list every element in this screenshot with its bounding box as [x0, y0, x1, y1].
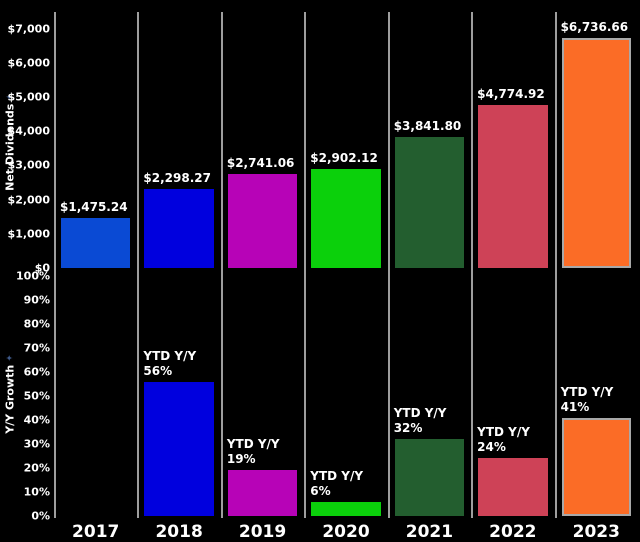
column-separator-line — [471, 12, 474, 518]
column-separator-line — [304, 12, 307, 518]
y-axis-tick-label: 20% — [23, 461, 50, 475]
column-separator-line — [387, 12, 390, 518]
bar-value-label: $1,475.24 — [60, 199, 128, 214]
y-axis-tick-label: 80% — [23, 317, 50, 331]
y-axis-tick-label: 40% — [23, 413, 50, 427]
bar-value-label: YTD Y/Y 24% — [477, 425, 530, 455]
y-axis-tick-label: 100% — [16, 269, 50, 283]
x-axis-label-2023: 2023 — [572, 522, 620, 542]
y-axis-tick-label: 0% — [31, 509, 50, 523]
bar-y-y-growth-2021[interactable] — [394, 439, 465, 516]
y-axis-title-net-dividends: Net Dividends ✦ — [4, 93, 17, 191]
x-axis-label-2021: 2021 — [405, 522, 454, 542]
y-axis-tick-label: 10% — [23, 485, 50, 499]
x-axis-label-2020: 2020 — [322, 522, 370, 542]
bar-y-y-growth-2023[interactable] — [561, 417, 631, 516]
bar-y-y-growth-2019[interactable] — [227, 470, 298, 516]
y-axis-tick-label: $1,000 — [7, 227, 50, 241]
column-separator-line — [220, 12, 223, 518]
bar-value-label: YTD Y/Y 6% — [310, 468, 364, 498]
bar-y-y-growth-2020[interactable] — [311, 501, 381, 516]
bar-value-label: $6,736.66 — [560, 19, 629, 34]
bar-value-label: $2,298.27 — [143, 171, 211, 186]
y-axis-tick-label: 60% — [23, 365, 50, 379]
bar-value-label: YTD Y/Y 19% — [226, 437, 280, 467]
bar-net-dividends-2023[interactable] — [561, 37, 631, 268]
y-axis-tick-label: $2,000 — [7, 193, 50, 207]
y-axis-tick-label: 90% — [23, 293, 50, 307]
y-axis-tick-label: $4,000 — [7, 124, 50, 138]
bar-value-label: $4,774.92 — [477, 86, 545, 101]
bar-net-dividends-2020[interactable] — [311, 168, 381, 268]
axis-marker-icon: ✦ — [5, 354, 15, 362]
column-separator-line — [137, 12, 140, 518]
bar-net-dividends-2019[interactable] — [227, 174, 298, 268]
y-axis-title-text: Net Dividends — [3, 103, 17, 191]
y-axis-tick-label: 50% — [23, 389, 50, 403]
y-axis-tick-label: 30% — [23, 437, 50, 451]
bar-y-y-growth-2022[interactable] — [478, 458, 548, 516]
bar-net-dividends-2018[interactable] — [144, 189, 214, 268]
x-axis-label-2019: 2019 — [238, 522, 287, 542]
bar-net-dividends-2022[interactable] — [478, 104, 548, 268]
column-separator-line — [554, 12, 557, 518]
bar-value-label: $2,902.12 — [310, 150, 378, 165]
y-axis-tick-label: $0 — [34, 261, 50, 275]
bar-y-y-growth-2018[interactable] — [144, 381, 214, 516]
x-axis-label-2018: 2018 — [155, 522, 203, 542]
bar-value-label: $3,841.80 — [393, 118, 462, 133]
y-axis-tick-label: 70% — [23, 341, 50, 355]
bar-net-dividends-2021[interactable] — [394, 136, 465, 268]
x-axis-label-2017: 2017 — [72, 522, 120, 542]
column-separator-line — [54, 12, 56, 518]
bar-value-label: YTD Y/Y 32% — [393, 406, 447, 436]
y-axis-tick-label: $7,000 — [7, 22, 50, 36]
x-axis-label-2022: 2022 — [489, 522, 537, 542]
y-axis-tick-label: $5,000 — [7, 90, 50, 104]
bar-value-label: $2,741.06 — [226, 156, 295, 171]
y-axis-tick-label: $6,000 — [7, 56, 50, 70]
y-axis-tick-label: $3,000 — [7, 158, 50, 172]
bar-net-dividends-2017[interactable] — [61, 217, 131, 268]
bar-value-label: YTD Y/Y 56% — [143, 348, 197, 378]
bar-value-label: YTD Y/Y 41% — [560, 384, 614, 414]
